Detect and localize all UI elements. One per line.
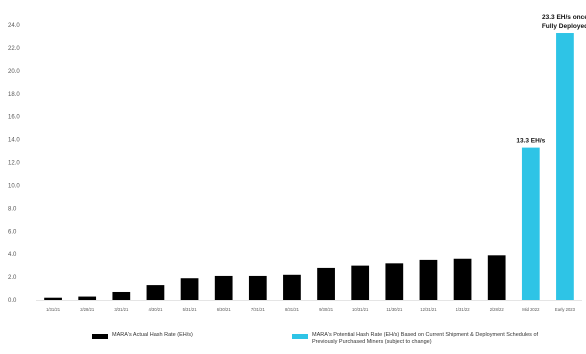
x-tick-label: 1/31/21 [46, 307, 61, 312]
bar-annotation: 13.3 EH/s [516, 138, 545, 145]
bar-actual [180, 278, 199, 300]
y-tick-label: 0.0 [8, 298, 17, 304]
bar-potential [521, 147, 540, 300]
bar-potential [556, 33, 574, 300]
y-tick-label: 10.0 [8, 183, 20, 189]
legend-label-actual: MARA's Actual Hash Rate (EH/s) [112, 332, 193, 338]
bar-actual [214, 275, 233, 300]
x-tick-label: 5/31/21 [183, 307, 198, 312]
y-tick-label: 22.0 [8, 46, 20, 52]
x-tick-label: 3/31/21 [114, 307, 129, 312]
x-tick-label: 11/30/21 [386, 307, 403, 312]
legend-swatch-potential [292, 334, 308, 339]
bar-actual [351, 265, 370, 300]
x-tick-label: 2/28/21 [80, 307, 95, 312]
bar-actual [112, 291, 131, 300]
annotations: 13.3 EH/s 23.3 EH/s once Fully Deployed [516, 14, 586, 145]
bar-actual [283, 274, 301, 300]
y-tick-label: 12.0 [8, 161, 20, 167]
y-axis: 0.0 2.0 4.0 6.0 8.0 10.0 12.0 14.0 16.0 18.0 20.0 2… [8, 23, 20, 304]
bars [44, 33, 574, 300]
y-tick-label: 16.0 [8, 115, 20, 121]
bar-actual [487, 255, 506, 300]
bar-actual [453, 258, 472, 300]
y-tick-label: 8.0 [8, 206, 17, 212]
y-tick-label: 6.0 [8, 229, 17, 235]
x-tick-label: Early 2023 [555, 307, 576, 312]
x-tick-label: 4/30/21 [148, 307, 163, 312]
bar-actual [317, 267, 335, 300]
x-tick-label: 10/31/21 [352, 307, 369, 312]
x-axis: 1/31/21 2/28/21 3/31/21 4/30/21 5/31/21 6/30/… [36, 300, 582, 312]
y-tick-label: 14.0 [8, 138, 20, 144]
bar-annotation: 23.3 EH/s once Fully Deployed [542, 14, 586, 30]
x-tick-label: 7/31/21 [251, 307, 266, 312]
bar-actual [419, 259, 438, 300]
x-tick-label: 6/30/21 [217, 307, 232, 312]
bar-actual [248, 275, 267, 300]
bar-actual [44, 297, 62, 300]
x-tick-label: 2/28/22 [490, 307, 505, 312]
legend-swatch-actual [92, 334, 108, 339]
x-tick-label: 1/31/22 [456, 307, 471, 312]
y-tick-label: 4.0 [8, 252, 17, 258]
x-tick-label: 12/31/21 [420, 307, 437, 312]
bar-actual [146, 285, 165, 300]
y-tick-label: 20.0 [8, 69, 20, 75]
bar-actual [78, 296, 97, 300]
y-tick-label: 2.0 [8, 275, 17, 281]
x-tick-label: 9/30/21 [319, 307, 334, 312]
x-tick-label: Mid 2022 [522, 307, 540, 312]
bar-actual [385, 263, 404, 300]
y-tick-label: 24.0 [8, 23, 20, 29]
legend-label-potential: MARA's Potential Hash Rate (EH/s) Based … [312, 332, 539, 345]
y-tick-label: 18.0 [8, 92, 20, 98]
x-tick-label: 8/31/21 [285, 307, 300, 312]
